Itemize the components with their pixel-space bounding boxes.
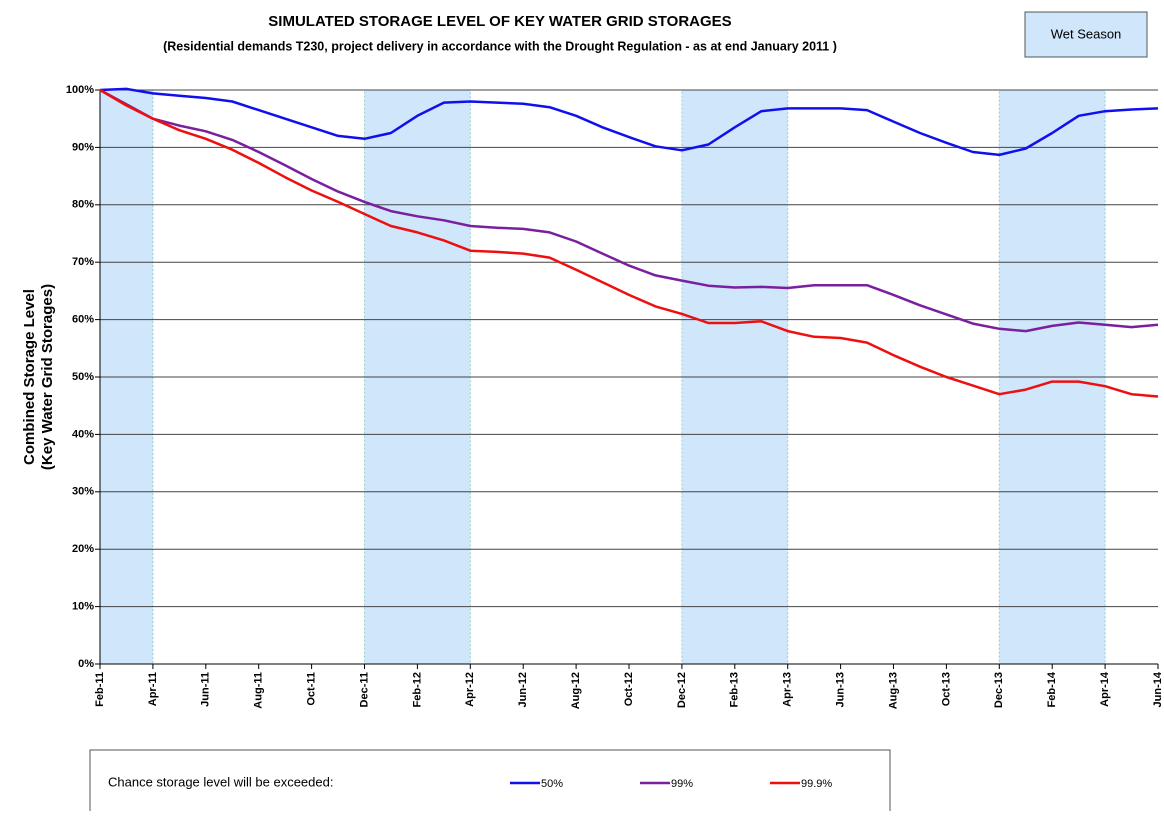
x-tick-label: Apr-11: [147, 672, 159, 706]
y-tick-label: 40%: [72, 428, 94, 440]
series-line: [99, 88, 1159, 398]
legend-label: 99%: [671, 778, 693, 790]
x-tick-label: Apr-13: [782, 672, 794, 707]
y-tick-label: 90%: [72, 141, 94, 153]
x-tick-label: Jun-12: [517, 672, 529, 707]
x-tick-label: Oct-13: [940, 672, 952, 706]
y-tick-label: 80%: [72, 199, 94, 211]
x-tick-label: Oct-12: [623, 672, 635, 706]
x-tick-label: Dec-11: [358, 672, 370, 707]
wet-season-label: Wet Season: [1051, 26, 1122, 41]
x-tick-label: Oct-11: [306, 672, 318, 706]
y-axis-label: Combined Storage Level: [21, 289, 38, 465]
y-tick-label: 20%: [72, 543, 94, 555]
chart-subtitle: (Residential demands T230, project deliv…: [163, 39, 837, 53]
x-tick-label: Feb-11: [94, 672, 106, 707]
x-tick-label: Feb-14: [1046, 671, 1058, 707]
x-tick-label: Dec-12: [676, 672, 688, 708]
chart-title: SIMULATED STORAGE LEVEL OF KEY WATER GRI…: [268, 13, 731, 30]
x-tick-label: Apr-14: [1099, 671, 1111, 707]
legend-label: 99.9%: [801, 778, 832, 790]
legend-box: [89, 749, 891, 816]
x-tick-label: Apr-12: [464, 672, 476, 707]
x-tick-label: Jun-13: [835, 672, 847, 707]
y-tick-label: 30%: [72, 486, 94, 498]
x-tick-label: Jun-11: [200, 672, 212, 707]
y-tick-label: 70%: [72, 256, 94, 268]
x-tick-label: Aug-13: [887, 672, 899, 709]
x-tick-label: Aug-12: [570, 672, 582, 709]
y-axis-label: (Key Water Grid Storages): [39, 284, 56, 470]
x-tick-label: Jun-14: [1152, 671, 1164, 707]
y-tick-label: 60%: [72, 314, 94, 326]
y-tick-label: 100%: [66, 84, 94, 96]
y-tick-label: 0%: [78, 658, 94, 670]
series-line: [99, 88, 1159, 333]
series-line: [99, 87, 1159, 157]
x-tick-label: Dec-13: [993, 672, 1005, 708]
x-tick-label: Feb-13: [729, 672, 741, 707]
y-tick-label: 10%: [72, 601, 94, 613]
wet-season-key: [1024, 11, 1148, 58]
x-tick-label: Aug-11: [253, 672, 265, 709]
legend-title: Chance storage level will be exceeded:: [108, 774, 333, 789]
y-tick-label: 50%: [72, 371, 94, 383]
legend-label: 50%: [541, 778, 563, 790]
x-tick-label: Feb-12: [411, 672, 423, 707]
